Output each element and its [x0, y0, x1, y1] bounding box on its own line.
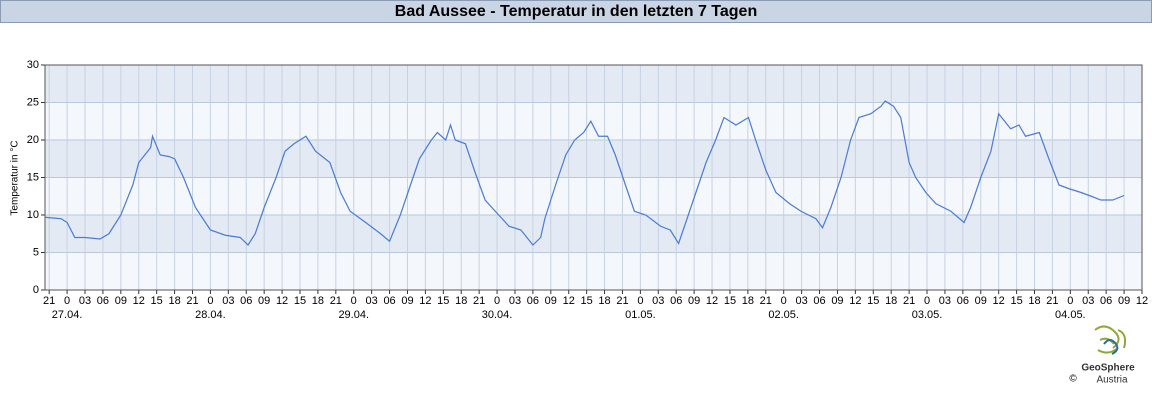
- x-tick-label: 03: [222, 295, 234, 307]
- x-tick-label: 15: [581, 295, 593, 307]
- date-label: 30.04.: [482, 309, 513, 321]
- date-label: 01.05.: [625, 309, 656, 321]
- band: [45, 140, 1142, 178]
- chart-title: Bad Aussee - Temperatur in den letzten 7…: [395, 3, 757, 20]
- x-tick-label: 03: [1082, 295, 1094, 307]
- band: [45, 215, 1142, 253]
- x-tick-label: 18: [742, 295, 754, 307]
- x-tick-label: 09: [258, 295, 270, 307]
- x-tick-label: 09: [688, 295, 700, 307]
- x-tick-label: 15: [151, 295, 163, 307]
- y-tick-label: 10: [27, 209, 39, 221]
- x-tick-label: 09: [1118, 295, 1130, 307]
- date-label: 27.04.: [52, 309, 83, 321]
- x-tick-label: 15: [724, 295, 736, 307]
- logo-mark: [1103, 339, 1119, 355]
- x-tick-label: 03: [366, 295, 378, 307]
- x-tick-label: 09: [545, 295, 557, 307]
- x-tick-label: 18: [312, 295, 324, 307]
- x-tick-label: 0: [64, 295, 70, 307]
- x-tick-label: 09: [401, 295, 413, 307]
- x-tick-label: 03: [79, 295, 91, 307]
- x-tick-label: 06: [527, 295, 539, 307]
- x-tick-label: 21: [760, 295, 772, 307]
- x-tick-label: 12: [563, 295, 575, 307]
- x-tick-label: 03: [795, 295, 807, 307]
- x-tick-label: 12: [133, 295, 145, 307]
- x-tick-label: 15: [1010, 295, 1022, 307]
- x-tick-label: 21: [616, 295, 628, 307]
- x-tick-label: 0: [351, 295, 357, 307]
- x-tick-label: 18: [885, 295, 897, 307]
- x-tick-label: 0: [1067, 295, 1073, 307]
- x-tick-label: 06: [240, 295, 252, 307]
- x-tick-label: 03: [652, 295, 664, 307]
- logo-name: GeoSphere: [1081, 363, 1135, 374]
- plot-area: 0 5 10 15 20 25 30 21 0 03 06 09 12 15 18 21 0 03 06 09 12 15…: [27, 59, 1148, 321]
- x-tick-label: 06: [97, 295, 109, 307]
- x-tick-label: 12: [706, 295, 718, 307]
- date-label: 29.04.: [338, 309, 369, 321]
- x-tick-label: 03: [509, 295, 521, 307]
- x-tick-label: 21: [1046, 295, 1058, 307]
- band: [45, 65, 1142, 103]
- x-tick-label: 06: [957, 295, 969, 307]
- date-label: 28.04.: [195, 309, 226, 321]
- date-label: 02.05.: [768, 309, 799, 321]
- x-tick-label: 09: [975, 295, 987, 307]
- x-tick-label: 15: [294, 295, 306, 307]
- copyright: ©: [1069, 374, 1077, 385]
- x-tick-label: 0: [924, 295, 930, 307]
- x-tick-label: 03: [939, 295, 951, 307]
- x-tick-label: 18: [455, 295, 467, 307]
- x-tick-label: 12: [1136, 295, 1148, 307]
- date-label: 04.05.: [1055, 309, 1086, 321]
- x-tick-label: 0: [207, 295, 213, 307]
- x-tick-label: 09: [831, 295, 843, 307]
- x-tick-label: 06: [1100, 295, 1112, 307]
- x-tick-label: 15: [867, 295, 879, 307]
- x-tick-label: 21: [330, 295, 342, 307]
- x-tick-label: 12: [276, 295, 288, 307]
- y-tick-label: 20: [27, 134, 39, 146]
- x-tick-label: 21: [903, 295, 915, 307]
- logo-mark: [1094, 325, 1127, 354]
- x-tick-label: 12: [419, 295, 431, 307]
- date-label: 03.05.: [912, 309, 943, 321]
- x-tick-label: 18: [168, 295, 180, 307]
- logo: [1094, 325, 1127, 355]
- x-tick-label: 21: [186, 295, 198, 307]
- y-tick-label: 15: [27, 171, 39, 183]
- x-tick-label: 06: [670, 295, 682, 307]
- x-tick-label: 21: [473, 295, 485, 307]
- x-tick-label: 12: [849, 295, 861, 307]
- y-tick-label: 5: [33, 246, 39, 258]
- x-tick-label: 18: [1028, 295, 1040, 307]
- y-tick-label: 30: [27, 59, 39, 71]
- x-tick-label: 06: [383, 295, 395, 307]
- x-tick-label: 0: [781, 295, 787, 307]
- x-tick-label: 09: [115, 295, 127, 307]
- x-tick-label: 06: [813, 295, 825, 307]
- x-tick-label: 12: [993, 295, 1005, 307]
- x-tick-label: 15: [437, 295, 449, 307]
- plot-border: [44, 64, 1143, 291]
- x-tick-label: 0: [637, 295, 643, 307]
- x-tick-label: 0: [494, 295, 500, 307]
- x-tick-label: 18: [598, 295, 610, 307]
- logo-subname: Austria: [1096, 375, 1128, 386]
- y-tick-label: 0: [33, 284, 39, 296]
- temperature-line: [44, 100, 1125, 246]
- y-tick-label: 25: [27, 96, 39, 108]
- x-tick-label: 21: [43, 295, 55, 307]
- y-axis-label: Temperatur in °C: [10, 140, 21, 215]
